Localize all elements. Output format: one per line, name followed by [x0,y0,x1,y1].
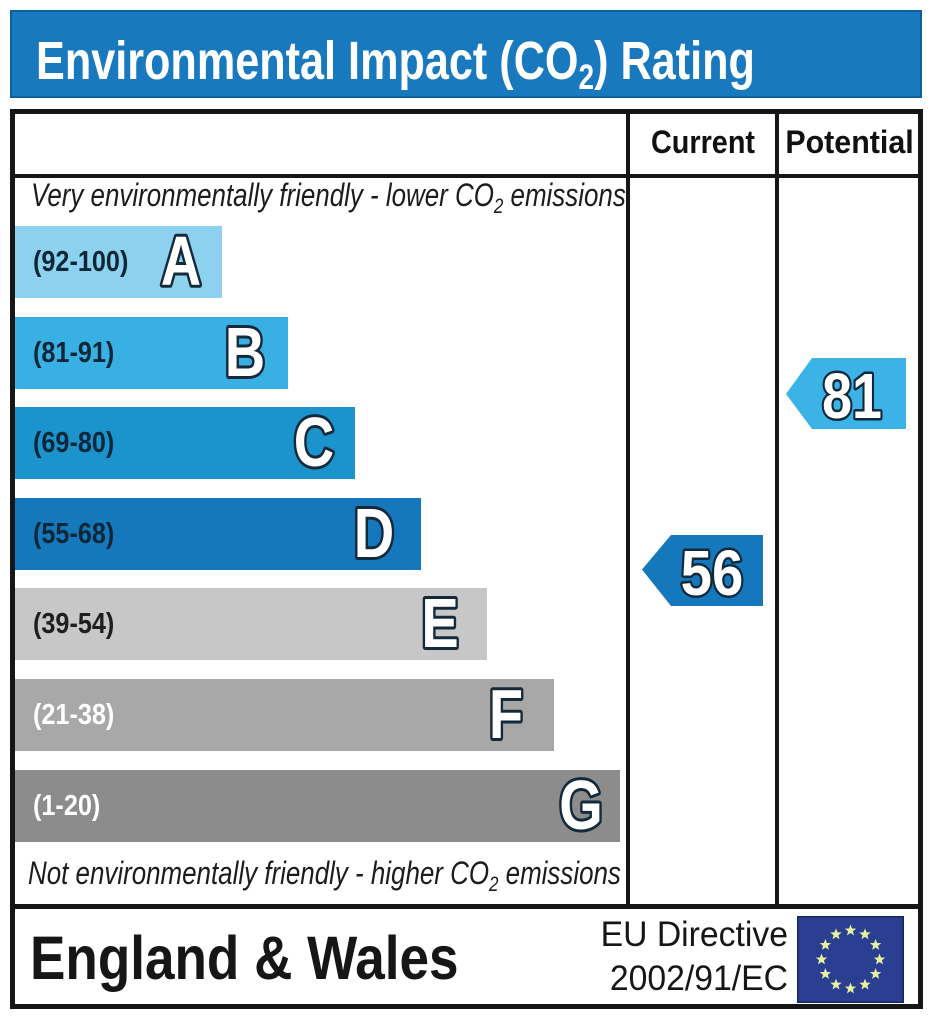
svg-text:56: 56 [681,537,744,606]
svg-text:F: F [489,679,523,753]
svg-text:B: B [225,317,265,391]
svg-text:C: C [294,407,334,481]
svg-text:A: A [161,226,201,300]
svg-text:81: 81 [822,360,882,429]
svg-text:G: G [559,770,603,844]
svg-text:E: E [421,588,458,662]
svg-text:D: D [354,498,394,572]
